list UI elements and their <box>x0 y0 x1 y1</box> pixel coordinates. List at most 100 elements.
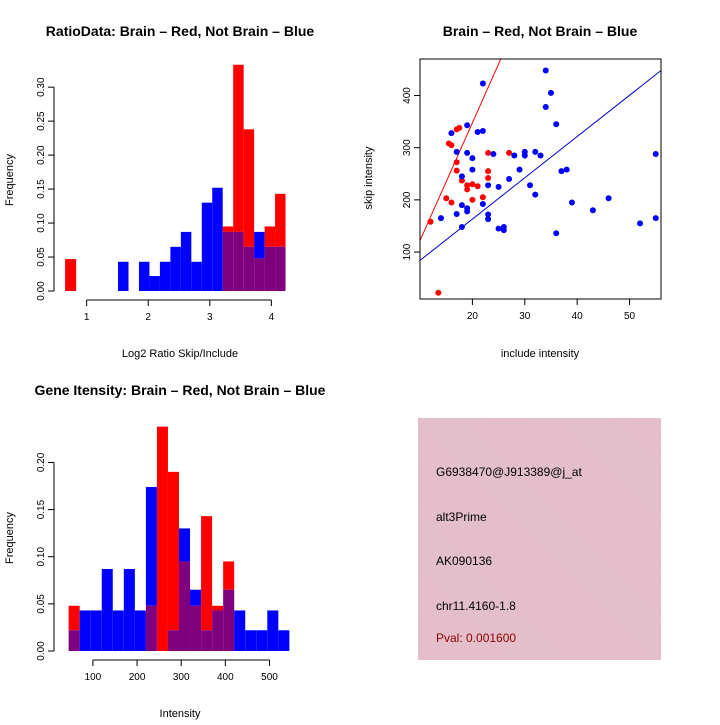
blue-bar <box>179 528 191 562</box>
red-bar <box>167 471 179 631</box>
intensity-scatter-points <box>427 67 659 296</box>
gene-intensity-ylabel: Frequency <box>4 512 16 564</box>
not-brain-point <box>547 89 554 96</box>
x-tick-label: 20 <box>467 311 479 322</box>
blue-bar <box>267 610 279 651</box>
not-brain-point <box>490 150 497 157</box>
brain-point <box>453 167 460 174</box>
blue-bar <box>212 187 223 291</box>
not-brain-point <box>485 216 492 223</box>
y-tick-label: 300 <box>402 139 413 156</box>
brain-point <box>464 186 471 193</box>
not-brain-point <box>474 129 481 136</box>
x-tick-label: 2 <box>145 312 151 323</box>
not-brain-point <box>464 122 471 129</box>
not-brain-point <box>589 207 596 214</box>
y-tick-label: 0.05 <box>36 594 47 614</box>
not-brain-point <box>485 182 492 189</box>
not-brain-point <box>516 166 523 173</box>
y-tick-label: 0.00 <box>36 641 47 661</box>
not-brain-point <box>506 176 513 182</box>
brain-point <box>453 159 460 166</box>
gene-intensity-title: Gene Itensity: Brain – Red, Not Brain – … <box>35 382 326 398</box>
ratio-histogram: RatioData: Brain – Red, Not Brain – Blue… <box>4 23 314 360</box>
not-brain-point <box>542 67 549 74</box>
x-tick-label: 50 <box>624 311 636 322</box>
not-brain-point <box>652 215 659 222</box>
not-brain-point <box>542 104 549 110</box>
x-tick-label: 300 <box>173 672 190 683</box>
not-brain-point <box>437 215 444 222</box>
red-bar <box>223 561 235 590</box>
overlap-bar <box>233 231 244 291</box>
y-tick-label: 0.15 <box>36 179 47 199</box>
brain-point <box>485 149 492 156</box>
accession: AK090136 <box>436 554 493 568</box>
not-brain-point <box>652 150 659 157</box>
red-bar <box>201 516 213 631</box>
x-tick-label: 1 <box>84 312 90 323</box>
x-tick-label: 200 <box>129 672 146 683</box>
overlap-bar <box>179 561 191 651</box>
red-bar <box>275 193 286 247</box>
overlap-bar <box>145 605 157 651</box>
not-brain-point <box>532 191 539 198</box>
overlap-bar <box>254 258 265 291</box>
red-bar <box>65 259 77 291</box>
blue-bar <box>118 261 129 291</box>
y-tick-label: 0.10 <box>36 547 47 567</box>
brain-point <box>427 218 434 225</box>
intensity-scatter: Brain – Red, Not Brain – Blue include in… <box>363 23 662 360</box>
blue-bar <box>149 276 160 291</box>
not-brain-point <box>511 152 518 159</box>
intensity-scatter-xlabel: include intensity <box>501 348 580 360</box>
blue-bar <box>112 610 124 651</box>
intensity-scatter-y-axis: 100 200 300 400 <box>402 87 420 260</box>
not-brain-point <box>469 155 476 162</box>
not-brain-point <box>553 230 560 237</box>
overlap-bar <box>275 246 286 291</box>
intensity-scatter-x-axis: 20 30 40 50 <box>467 299 636 322</box>
ratio-histogram-bars <box>65 64 286 291</box>
brain-point <box>474 183 481 190</box>
y-tick-label: 0.05 <box>36 247 47 267</box>
not-brain-point <box>553 121 560 128</box>
not-brain-point <box>448 130 455 137</box>
blue-bar <box>134 610 146 651</box>
not-brain-point <box>479 201 486 208</box>
not-brain-point <box>500 224 507 230</box>
intensity-scatter-ylabel: skip intensity <box>363 146 375 209</box>
blue-bar <box>138 261 150 291</box>
not-brain-point <box>453 210 460 217</box>
red-bar <box>156 426 168 651</box>
not-brain-point <box>479 80 486 87</box>
brain-point <box>469 196 476 203</box>
gene-intensity-y-axis: 0.00 0.05 0.10 0.15 0.20 <box>36 452 55 661</box>
blue-bar <box>180 231 192 291</box>
brain-point <box>479 194 486 201</box>
brain-point <box>458 177 465 184</box>
not-brain-point <box>527 182 534 189</box>
y-tick-label: 0.20 <box>36 452 47 472</box>
x-tick-label: 500 <box>261 672 278 683</box>
blue-bar <box>123 568 135 651</box>
blue-bar <box>190 589 202 606</box>
blue-bar <box>79 610 91 651</box>
not-brain-point <box>495 225 502 232</box>
blue-bar <box>245 630 257 651</box>
blue-bar <box>90 610 102 651</box>
overlap-bar <box>264 246 276 291</box>
not-brain-fit-line <box>420 70 661 261</box>
blue-bar <box>191 261 202 291</box>
info-panel: G6938470@J913389@j_at alt3Prime AK090136… <box>418 418 661 660</box>
not-brain-point <box>458 173 465 180</box>
not-brain-point <box>479 128 486 134</box>
y-tick-label: 0.25 <box>36 111 47 131</box>
not-brain-point <box>458 224 465 230</box>
overlap-bar <box>190 605 202 651</box>
x-tick-label: 100 <box>85 672 102 683</box>
y-tick-label: 0.00 <box>36 281 47 301</box>
not-brain-point <box>537 152 544 159</box>
ratio-histogram-xlabel: Log2 Ratio Skip/Include <box>122 348 238 360</box>
blue-bar <box>278 630 290 651</box>
